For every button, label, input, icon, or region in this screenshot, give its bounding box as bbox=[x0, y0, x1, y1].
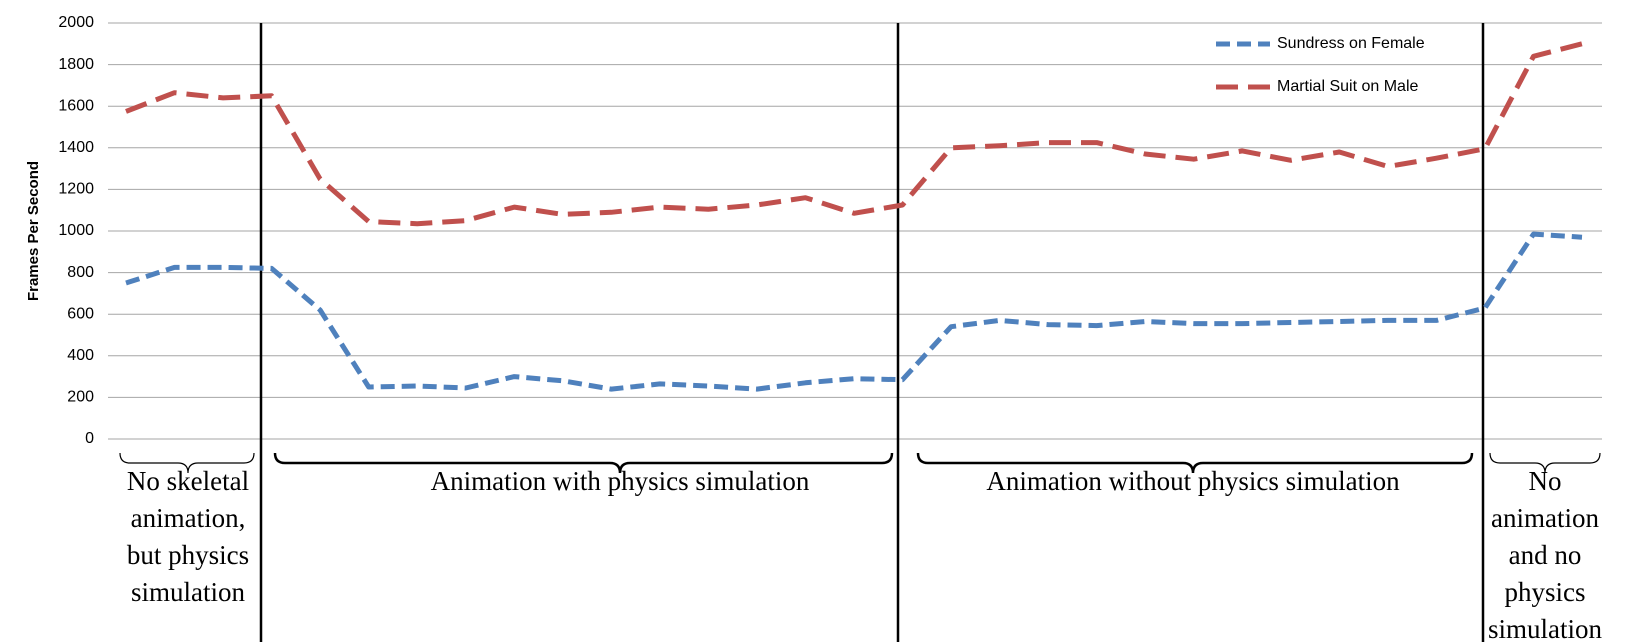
section-annotation: physics bbox=[1505, 577, 1586, 607]
section-annotation: No bbox=[1529, 466, 1562, 496]
y-tick-label: 400 bbox=[67, 347, 94, 364]
section-annotation: Animation with physics simulation bbox=[431, 466, 810, 496]
y-tick-label: 1600 bbox=[58, 97, 94, 114]
series-line bbox=[125, 231, 1583, 392]
brace bbox=[273, 452, 894, 474]
y-axis-label: Frames Per Second bbox=[25, 161, 42, 301]
y-tick-label: 1800 bbox=[58, 56, 94, 73]
legend-label: Martial Suit on Male bbox=[1277, 78, 1418, 95]
brace bbox=[119, 452, 255, 474]
legend-label: Sundress on Female bbox=[1277, 35, 1425, 52]
section-annotation: simulation bbox=[131, 577, 245, 607]
y-tick-label: 2000 bbox=[58, 14, 94, 31]
section-annotation: No skeletal bbox=[127, 466, 249, 496]
y-tick-label: 600 bbox=[67, 305, 94, 322]
section-annotation: Animation without physics simulation bbox=[986, 466, 1400, 496]
section-annotation: animation, bbox=[131, 503, 246, 533]
section-annotation: and no bbox=[1509, 540, 1582, 570]
y-tick-label: 800 bbox=[67, 264, 94, 281]
y-tick-label: 1200 bbox=[58, 181, 94, 198]
section-annotation: simulation bbox=[1488, 614, 1602, 642]
section-annotation: but physics bbox=[127, 540, 249, 570]
brace bbox=[916, 452, 1474, 474]
brace bbox=[1489, 452, 1601, 474]
y-tick-label: 1000 bbox=[58, 222, 94, 239]
section-annotation: animation bbox=[1491, 503, 1599, 533]
y-tick-label: 1400 bbox=[58, 139, 94, 156]
y-tick-label: 0 bbox=[85, 430, 94, 447]
y-tick-label: 200 bbox=[67, 389, 94, 406]
series-line bbox=[125, 41, 1583, 227]
